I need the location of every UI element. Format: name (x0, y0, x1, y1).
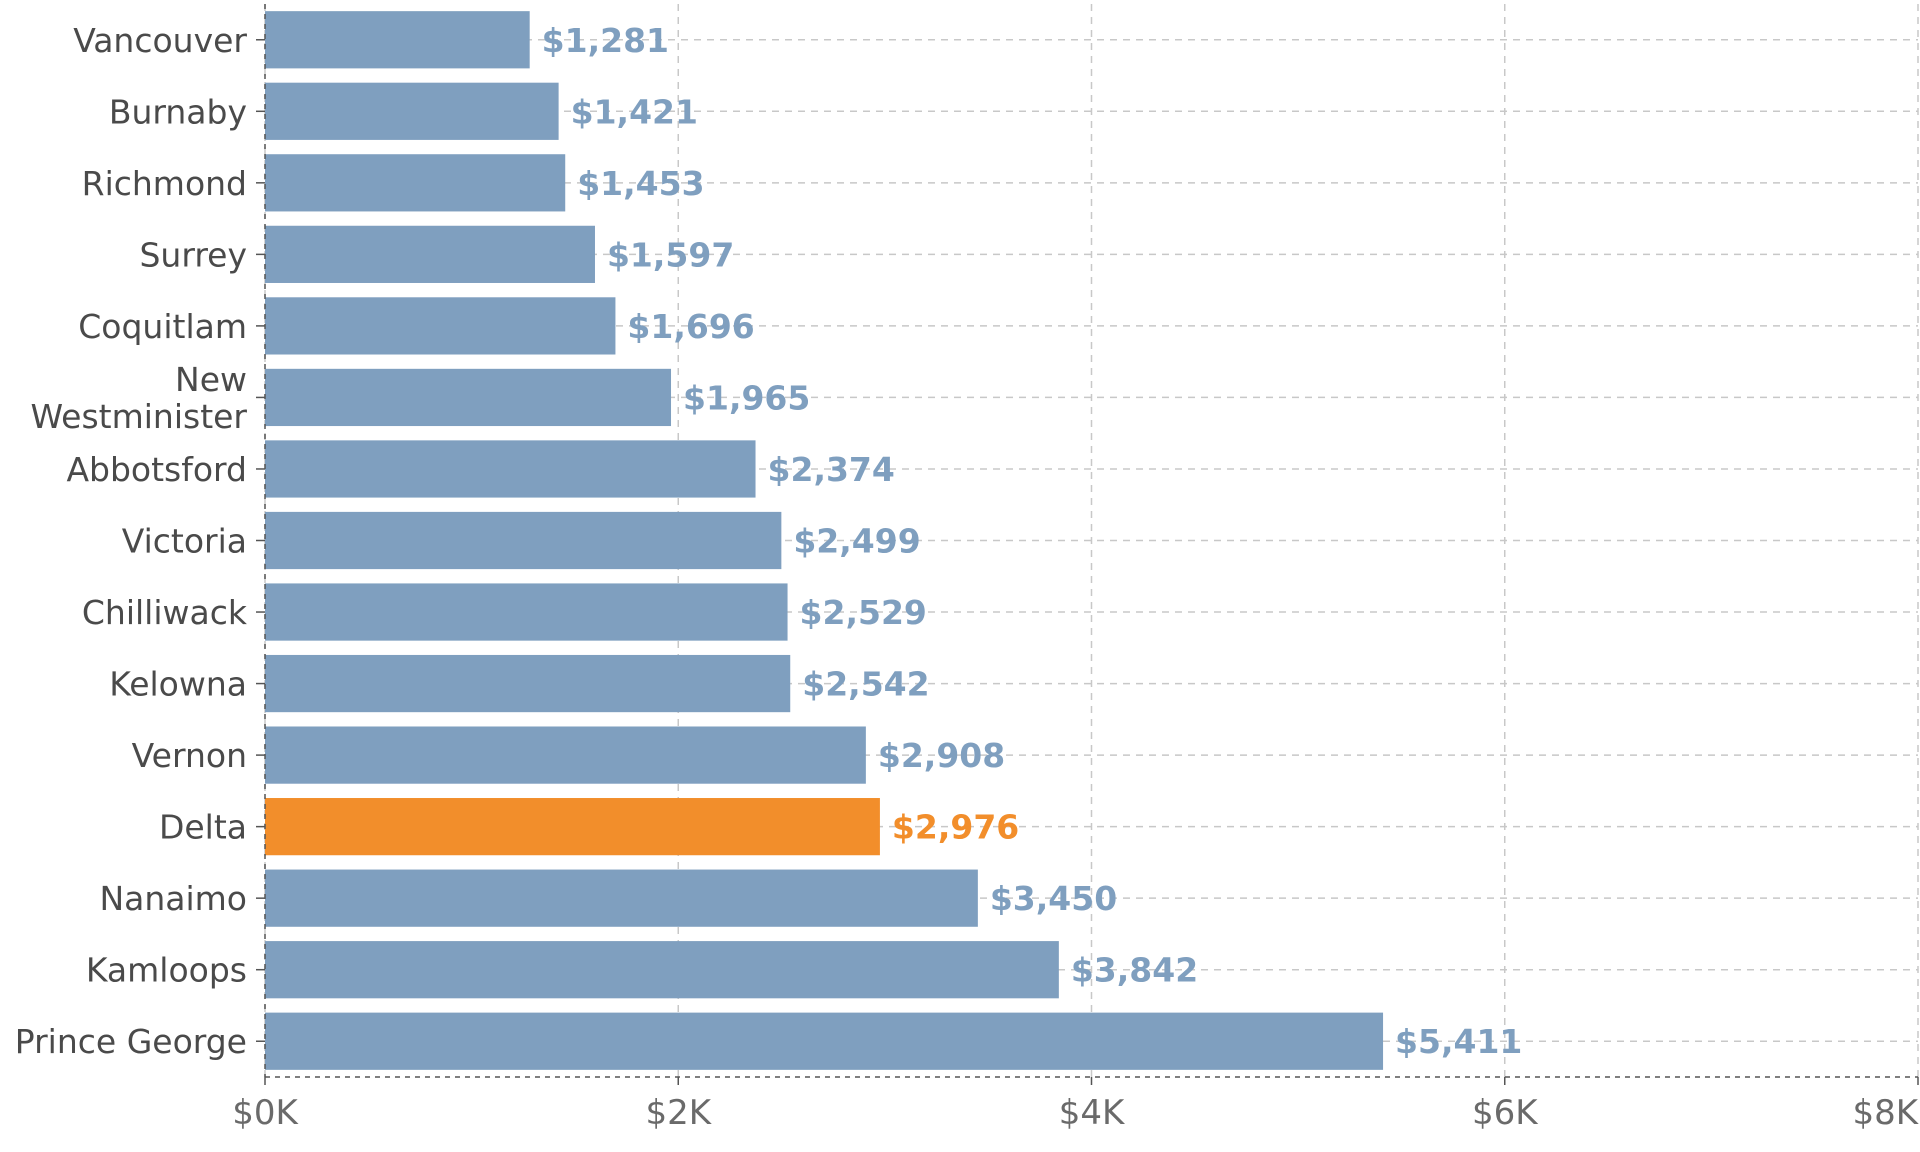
x-tick-label: $6K (1472, 1093, 1539, 1133)
bar-vernon (265, 726, 866, 784)
bar-coquitlam (265, 297, 616, 355)
x-tick-label: $8K (1852, 1093, 1919, 1133)
category-label: Nanaimo (99, 879, 247, 918)
bar-kamloops (265, 941, 1059, 999)
category-label: Coquitlam (78, 307, 247, 346)
category-label: Kelowna (109, 665, 247, 704)
bar-abbotsford (265, 440, 756, 498)
category-label: Richmond (82, 164, 247, 203)
category-label-line: New (175, 360, 247, 399)
category-label: Vernon (132, 736, 247, 775)
bar-burnaby (265, 82, 559, 140)
category-label: New Westminister (30, 360, 247, 436)
value-label: $1,597 (607, 235, 734, 274)
value-label: $2,976 (892, 808, 1019, 847)
bar-kelowna (265, 654, 791, 713)
value-label: $3,842 (1071, 951, 1198, 990)
category-label: Chilliwack (82, 593, 248, 632)
x-tick-label: $0K (232, 1093, 299, 1133)
value-label: $1,965 (683, 378, 810, 417)
value-label: $1,421 (571, 92, 698, 131)
value-label: $2,374 (768, 450, 895, 489)
value-label: $2,542 (802, 665, 929, 704)
bars (265, 11, 1384, 1070)
bar-new-westminister (265, 368, 672, 427)
bar-richmond (265, 154, 566, 212)
value-label: $3,450 (990, 879, 1117, 918)
value-label: $1,281 (542, 21, 669, 60)
category-label: Abbotsford (66, 450, 247, 489)
bar-prince-george (265, 1012, 1384, 1070)
category-label: Burnaby (109, 92, 247, 131)
category-label-line: Westminister (30, 397, 247, 436)
value-label: $2,499 (793, 522, 920, 561)
bar-surrey (265, 225, 595, 283)
x-tick-label: $4K (1059, 1093, 1126, 1133)
category-label: Prince George (15, 1022, 247, 1061)
value-label: $5,411 (1395, 1022, 1522, 1061)
bar-vancouver (265, 11, 530, 69)
category-label: Victoria (122, 522, 247, 561)
value-label: $1,696 (627, 307, 754, 346)
labels: $1,281 $1,421 $1,453 $1,597 $1,696 $1,965 $2,3… (15, 21, 1920, 1133)
value-label: $2,529 (800, 593, 927, 632)
bar-victoria (265, 511, 782, 570)
category-label: Vancouver (73, 21, 247, 60)
x-tick-label: $2K (645, 1093, 712, 1133)
bar-delta (265, 798, 880, 856)
category-label: Kamloops (86, 951, 247, 990)
value-label: $2,908 (878, 736, 1005, 775)
bar-nanaimo (265, 869, 978, 927)
value-label: $1,453 (577, 164, 704, 203)
axes (256, 4, 1919, 1085)
category-label: Delta (159, 808, 247, 847)
category-label: Surrey (139, 235, 247, 274)
bar-chilliwack (265, 583, 788, 641)
